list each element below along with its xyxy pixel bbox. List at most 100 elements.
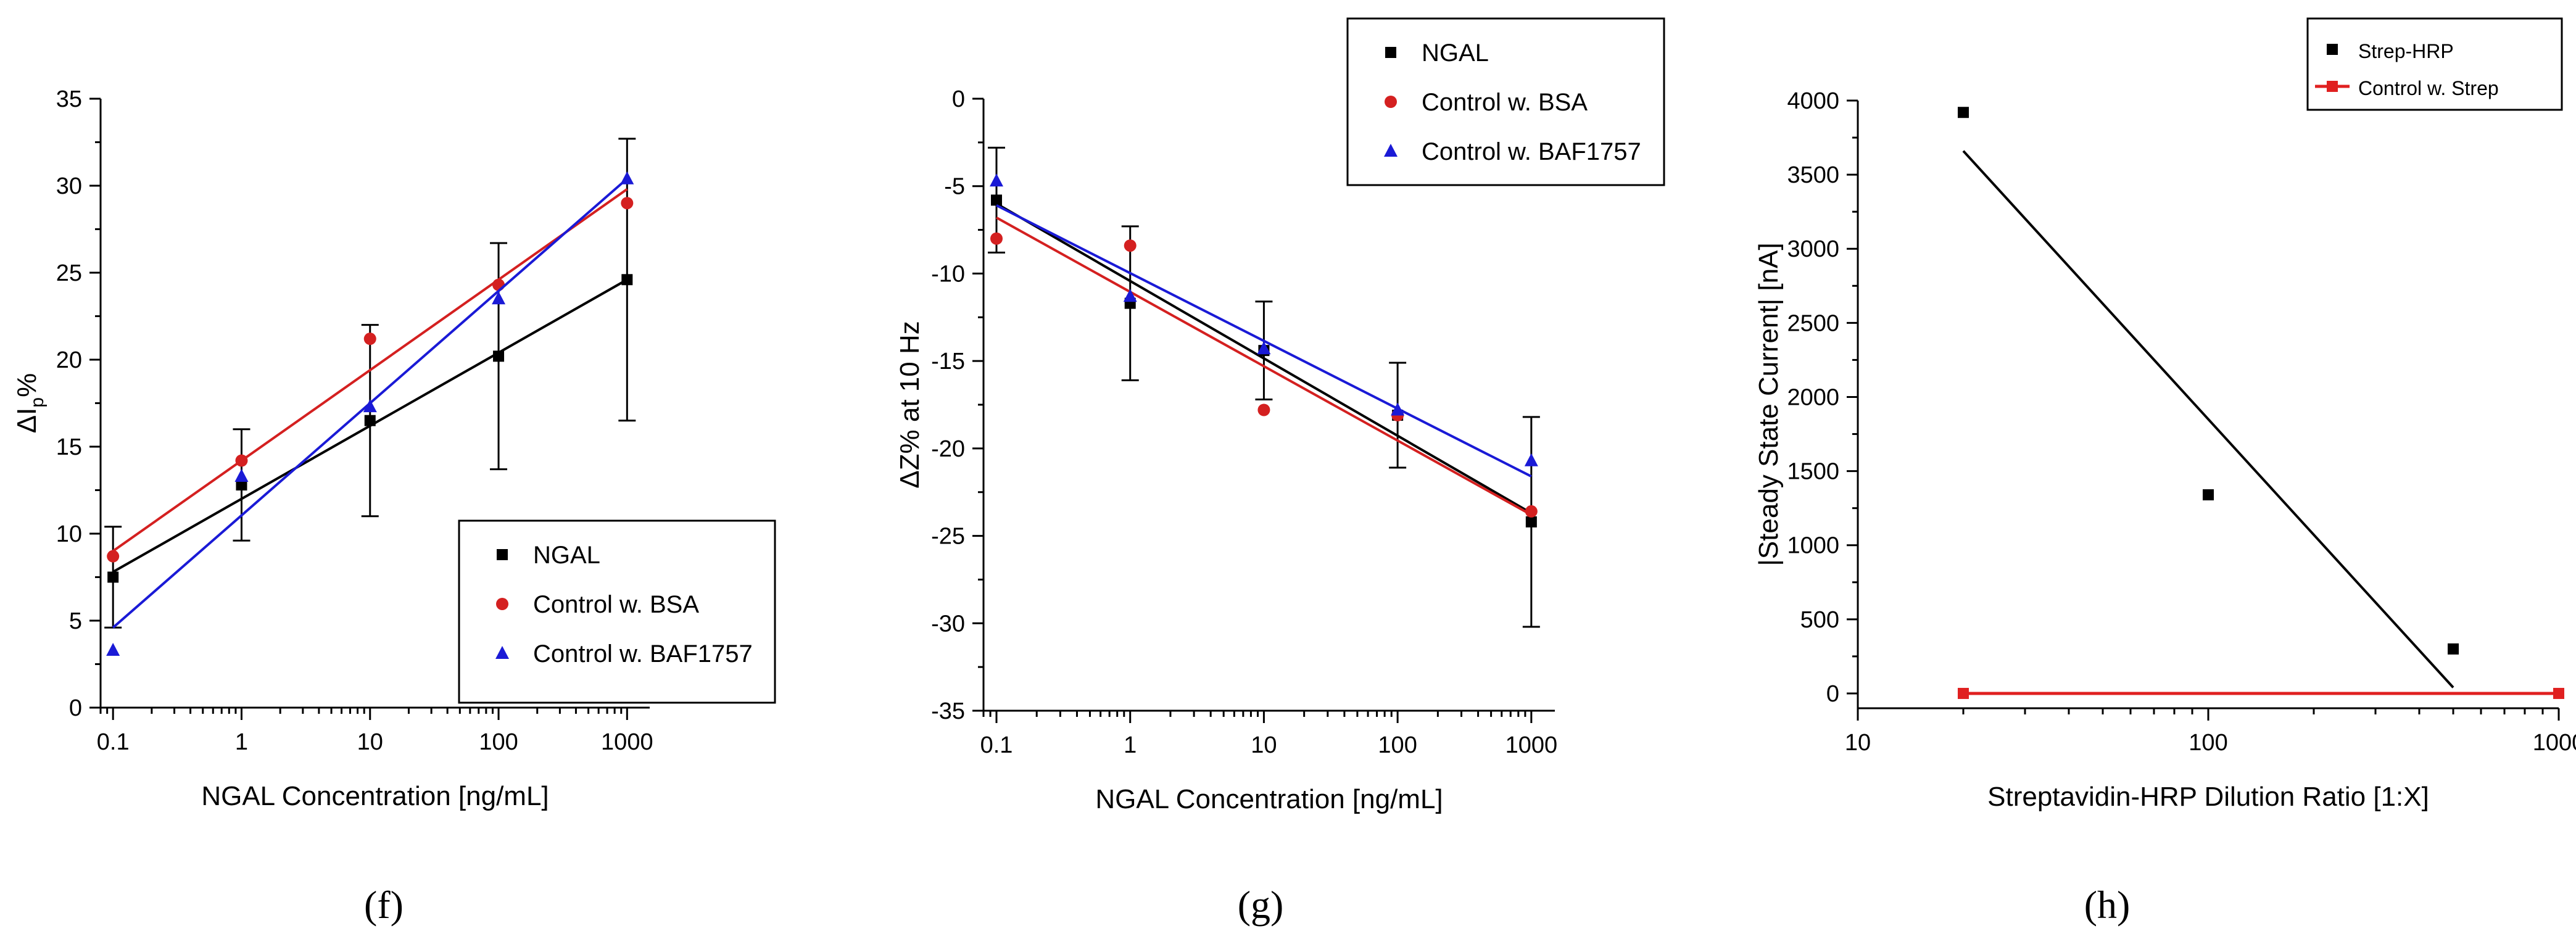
data-point <box>1124 239 1137 252</box>
legend-label: Control w. BAF1757 <box>533 640 753 668</box>
data-point <box>492 278 505 291</box>
data-point <box>991 194 1003 206</box>
y-tick-label: -10 <box>931 261 965 287</box>
legend-box <box>1346 17 1665 186</box>
panel-label-f: (f) <box>364 883 404 927</box>
x-tick-label: 100 <box>1378 732 1417 758</box>
series-control-w-bsa <box>990 216 1538 518</box>
data-point <box>363 333 376 345</box>
legend-label: Control w. BAF1757 <box>1422 138 1641 165</box>
data-point <box>234 468 249 482</box>
data-point <box>620 171 634 184</box>
data-point <box>1525 505 1538 518</box>
data-point <box>492 291 506 305</box>
data-point <box>236 479 247 491</box>
data-point <box>363 399 377 413</box>
x-tick-label: 1000 <box>1505 732 1558 758</box>
series-strep-hrp <box>1957 107 2459 689</box>
x-tick-label: 1000 <box>2533 730 2576 756</box>
legend-label: Control w. BSA <box>1422 89 1588 116</box>
data-point <box>107 550 120 563</box>
y-tick-label: 2500 <box>1787 310 1839 336</box>
legend-box <box>458 519 776 704</box>
legend: Strep-HRP Control w. Strep <box>2306 17 2563 111</box>
fit-line <box>996 204 1532 478</box>
data-point <box>990 232 1003 245</box>
legend-marker <box>2327 44 2338 55</box>
data-point <box>1257 341 1271 355</box>
y-tick-label: 10 <box>56 521 82 547</box>
legend-label: NGAL <box>1422 39 1489 67</box>
x-tick-label: 100 <box>2189 730 2227 756</box>
x-tick-label: 0.1 <box>980 732 1013 758</box>
y-tick-label: -15 <box>931 349 965 374</box>
x-axis-label: NGAL Concentration [ng/mL] <box>201 781 549 811</box>
x-tick-label: 100 <box>479 729 518 755</box>
data-point <box>1957 687 1969 699</box>
y-tick-label: 3500 <box>1787 162 1839 188</box>
legend-marker <box>2327 81 2338 92</box>
legend-label: Control w. Strep <box>2358 77 2499 99</box>
fit-line <box>1962 150 2454 689</box>
y-tick-label: 0 <box>952 86 965 112</box>
data-point <box>1123 289 1137 302</box>
legend-marker <box>495 646 509 659</box>
y-tick-label: 4000 <box>1787 88 1839 114</box>
y-tick-label: -20 <box>931 436 965 462</box>
legend-box <box>2306 17 2563 111</box>
y-tick-label: 5 <box>69 608 82 634</box>
y-tick-label: 0 <box>1826 681 1839 707</box>
data-point <box>1257 403 1270 416</box>
x-tick-label: 10 <box>1845 730 1871 756</box>
legend-marker <box>497 549 508 560</box>
legend-label: Strep-HRP <box>2358 40 2454 62</box>
data-point <box>2553 687 2564 699</box>
series-control-w-baf1757 <box>106 171 634 656</box>
y-axis-label: ΔIp% <box>12 373 48 433</box>
data-point <box>107 571 119 583</box>
y-tick-label: 15 <box>56 434 82 460</box>
data-point <box>990 173 1004 187</box>
legend-marker <box>1384 144 1398 157</box>
y-tick-label: 20 <box>56 347 82 373</box>
chart-panel-f: 0.1 1 10 100 1000 0 5 10 15 20 25 30 35 NGAL Concentr… <box>12 86 776 811</box>
legend-label: NGAL <box>533 542 600 569</box>
legend-marker <box>1385 47 1396 58</box>
data-point <box>1525 516 1537 527</box>
y-axis-label: ΔZ% at 10 Hz <box>895 321 925 488</box>
series-control-w-strep <box>1957 687 2564 699</box>
fit-line <box>996 216 1532 516</box>
x-tick-label: 1 <box>1124 732 1137 758</box>
data-point <box>2448 643 2459 655</box>
legend-label: Control w. BSA <box>533 591 699 618</box>
y-tick-label: 2000 <box>1787 384 1839 410</box>
series-control-w-baf1757 <box>990 173 1538 478</box>
y-tick-label: 25 <box>56 260 82 286</box>
legend-marker <box>496 598 508 610</box>
x-axis-label: NGAL Concentration [ng/mL] <box>1095 784 1443 814</box>
y-tick-label: 1500 <box>1787 459 1839 485</box>
y-tick-label: 30 <box>56 173 82 199</box>
chart-panel-g: 0.1 1 10 100 1000 -35 -30 -25 -20 -15 -10 -5 0 NGAL C… <box>895 17 1665 814</box>
panel-label-g: (g) <box>1238 883 1284 927</box>
series-control-w-bsa <box>107 188 634 563</box>
x-tick-label: 0.1 <box>97 729 130 755</box>
data-point <box>364 415 376 426</box>
legend: NGAL Control w. BSA Control w. BAF1757 <box>1346 17 1665 186</box>
y-tick-label: 500 <box>1800 607 1839 633</box>
x-tick-label: 1 <box>235 729 248 755</box>
y-tick-label: 0 <box>69 695 82 721</box>
y-tick-label: -30 <box>931 611 965 637</box>
data-point <box>1524 453 1538 466</box>
series-ngal <box>988 146 1540 628</box>
x-tick-label: 1000 <box>601 729 653 755</box>
legend: NGAL Control w. BSA Control w. BAF1757 <box>458 519 776 704</box>
y-tick-label: -25 <box>931 524 965 550</box>
x-axis-label: Streptavidin-HRP Dilution Ratio [1:X] <box>1987 782 2429 812</box>
y-tick-label: -5 <box>944 174 965 200</box>
data-point <box>2203 489 2214 501</box>
legend-marker <box>1385 96 1397 108</box>
x-tick-label: 10 <box>357 729 383 755</box>
data-point <box>235 454 248 467</box>
